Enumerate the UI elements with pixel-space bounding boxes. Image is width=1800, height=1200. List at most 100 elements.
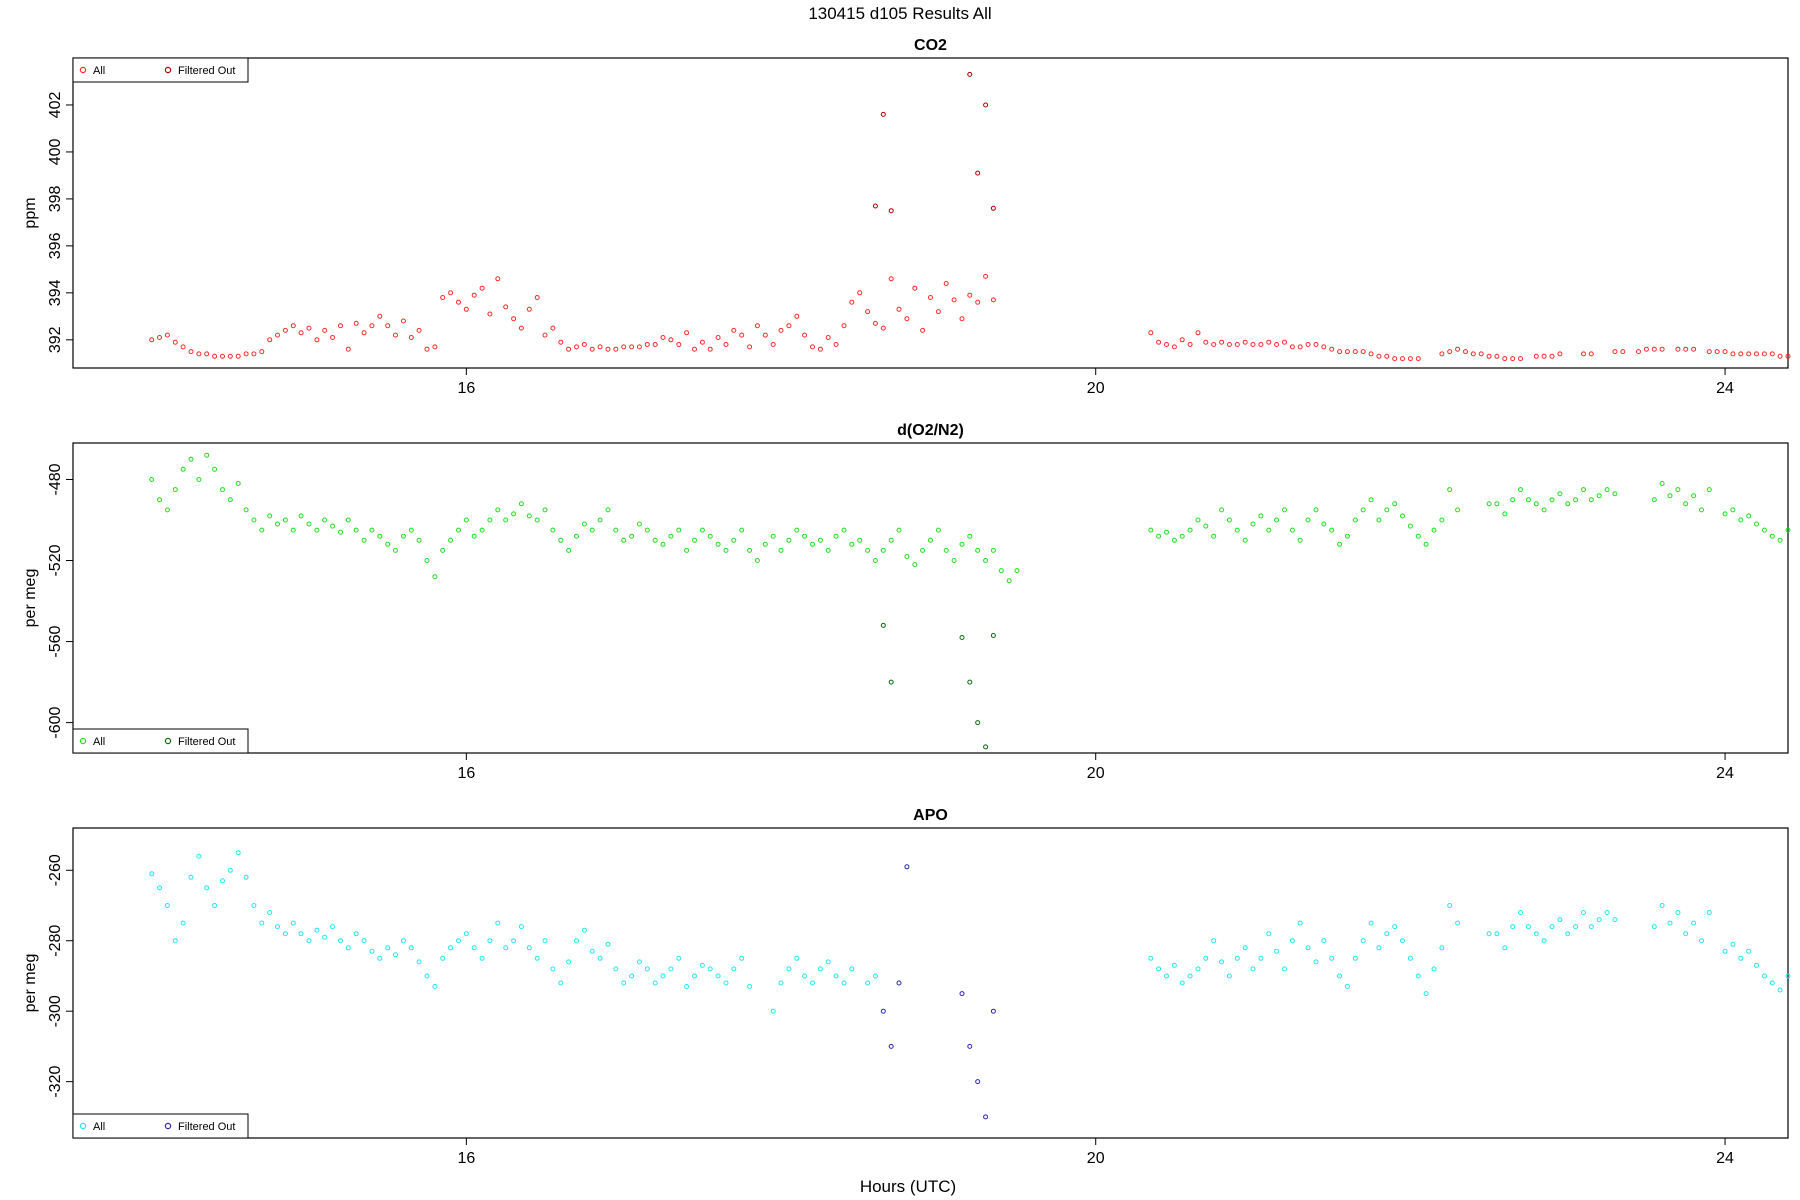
data-point — [1321, 344, 1327, 350]
data-point — [1305, 342, 1311, 347]
data-point — [1360, 507, 1366, 513]
data-point — [1407, 356, 1413, 362]
data-point — [1266, 339, 1272, 345]
data-point — [1541, 507, 1547, 513]
data-point — [770, 533, 776, 539]
data-point — [715, 541, 721, 547]
data-point — [747, 547, 753, 553]
data-point — [1604, 487, 1610, 493]
data-point — [1699, 938, 1704, 944]
data-point — [841, 323, 847, 329]
data-point — [1352, 955, 1358, 961]
data-point — [227, 353, 233, 359]
data-point — [290, 920, 296, 926]
data-point — [715, 973, 721, 979]
data-point — [1258, 513, 1264, 519]
data-point — [676, 342, 682, 347]
data-point — [581, 342, 587, 347]
data-point — [479, 285, 485, 291]
data-point — [1706, 910, 1712, 915]
data-point — [1518, 356, 1523, 362]
data-point — [463, 517, 469, 523]
data-point — [408, 527, 414, 533]
data-point — [983, 1114, 989, 1120]
data-point — [361, 537, 367, 543]
data-point — [613, 966, 619, 972]
data-point — [652, 537, 658, 543]
data-point — [314, 527, 320, 533]
data-point — [1203, 339, 1209, 345]
plot-frame — [72, 57, 1789, 369]
data-point — [1376, 353, 1382, 359]
data-point — [1722, 349, 1728, 355]
data-point — [212, 353, 218, 359]
data-point — [990, 1008, 996, 1014]
data-point — [526, 513, 532, 519]
data-point — [1533, 353, 1539, 359]
data-point — [1588, 351, 1594, 357]
data-point — [896, 527, 902, 533]
data-point — [975, 547, 981, 553]
data-point — [306, 938, 312, 944]
data-point — [1431, 527, 1437, 533]
data-point — [841, 527, 847, 533]
data-point — [172, 487, 178, 493]
data-point — [888, 276, 894, 282]
data-point — [243, 507, 249, 513]
data-point — [581, 927, 587, 933]
data-point — [330, 523, 336, 529]
data-point — [629, 344, 635, 350]
data-point — [338, 938, 343, 944]
data-point — [731, 537, 737, 543]
data-point — [1502, 945, 1508, 951]
data-point — [951, 558, 957, 563]
data-point — [345, 945, 351, 951]
data-point — [267, 910, 273, 915]
data-point — [668, 966, 674, 972]
data-point — [164, 507, 170, 513]
data-point — [1691, 346, 1697, 352]
data-point — [149, 871, 155, 877]
data-point — [1211, 342, 1217, 347]
data-point — [1510, 356, 1516, 362]
panel-title: d(O2/N2) — [897, 422, 964, 439]
series-filtered-out — [880, 622, 996, 750]
data-point — [1675, 346, 1681, 352]
data-point — [880, 325, 886, 331]
x-tick-label: 16 — [457, 380, 475, 397]
series-all — [149, 452, 1791, 584]
data-point — [495, 507, 501, 513]
data-point — [699, 339, 705, 345]
data-point — [1502, 356, 1508, 362]
y-tick-label: 402 — [47, 92, 64, 119]
data-point — [786, 323, 792, 329]
data-point — [1612, 491, 1618, 497]
data-point — [613, 527, 619, 533]
data-point — [1289, 527, 1295, 533]
series-all — [149, 850, 1791, 1014]
data-point — [1549, 497, 1555, 503]
data-point — [196, 351, 202, 357]
data-point — [1612, 917, 1618, 923]
data-point — [574, 533, 579, 539]
data-point — [1746, 948, 1752, 954]
data-point — [322, 517, 328, 523]
data-point — [998, 568, 1004, 574]
data-point — [794, 955, 800, 961]
data-point — [282, 327, 288, 333]
data-point — [416, 959, 422, 965]
data-point — [1785, 527, 1791, 533]
data-point — [566, 346, 572, 352]
data-point — [1219, 959, 1225, 965]
data-point — [385, 541, 391, 547]
legend-marker — [79, 737, 87, 745]
data-point — [1384, 353, 1390, 359]
chart-panels: CO2 ppm 392 394 396 398 400 402 16 20 24 All Filtere… — [22, 37, 1791, 1167]
data-point — [204, 885, 210, 891]
legend-marker — [79, 66, 87, 74]
data-point — [1179, 337, 1185, 343]
data-point — [1297, 537, 1303, 543]
data-point — [1226, 342, 1232, 347]
data-point — [275, 332, 280, 338]
data-point — [542, 507, 548, 513]
